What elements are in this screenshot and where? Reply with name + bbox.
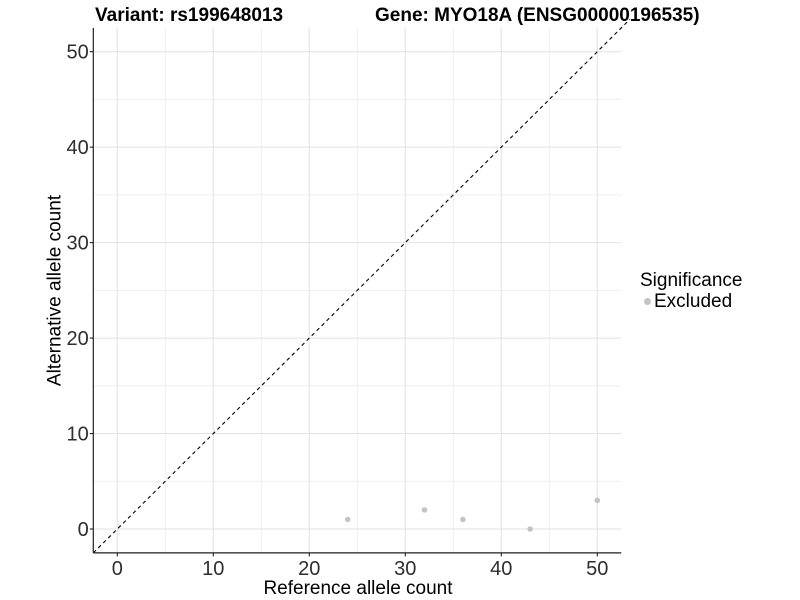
data-point	[421, 507, 428, 513]
legend-title: Significance	[640, 270, 743, 291]
y-axis-title: Alternative allele count	[44, 194, 66, 387]
x-tick-label: 10	[202, 558, 224, 580]
data-point	[594, 497, 601, 504]
x-tick-label: 30	[394, 558, 416, 580]
y-tick-label: 0	[78, 519, 89, 541]
y-tick-label: 50	[67, 42, 89, 64]
x-tick-label: 40	[490, 558, 512, 580]
x-tick-label: 0	[112, 558, 123, 580]
x-axis-title: Reference allele count	[263, 578, 453, 599]
legend-entry-label: Excluded	[654, 291, 733, 312]
plot-title-variant: Variant: rs199648013	[95, 5, 284, 26]
legend-point-icon	[644, 298, 651, 305]
y-tick-label: 10	[67, 424, 89, 446]
x-tick-label: 20	[298, 558, 320, 580]
legend: Significance Excluded	[638, 270, 743, 312]
y-tick-label: 30	[67, 233, 89, 255]
data-point	[527, 526, 533, 532]
identity-dashed-line	[92, 18, 631, 554]
plot-title-gene: Gene: MYO18A (ENSG00000196535)	[375, 5, 700, 26]
data-point	[460, 516, 466, 523]
y-tick-label: 20	[67, 328, 89, 350]
x-tick-label: 50	[586, 558, 608, 580]
y-tick-label: 40	[67, 137, 89, 159]
legend-entry-excluded: Excluded	[638, 292, 742, 311]
data-point	[344, 516, 351, 523]
